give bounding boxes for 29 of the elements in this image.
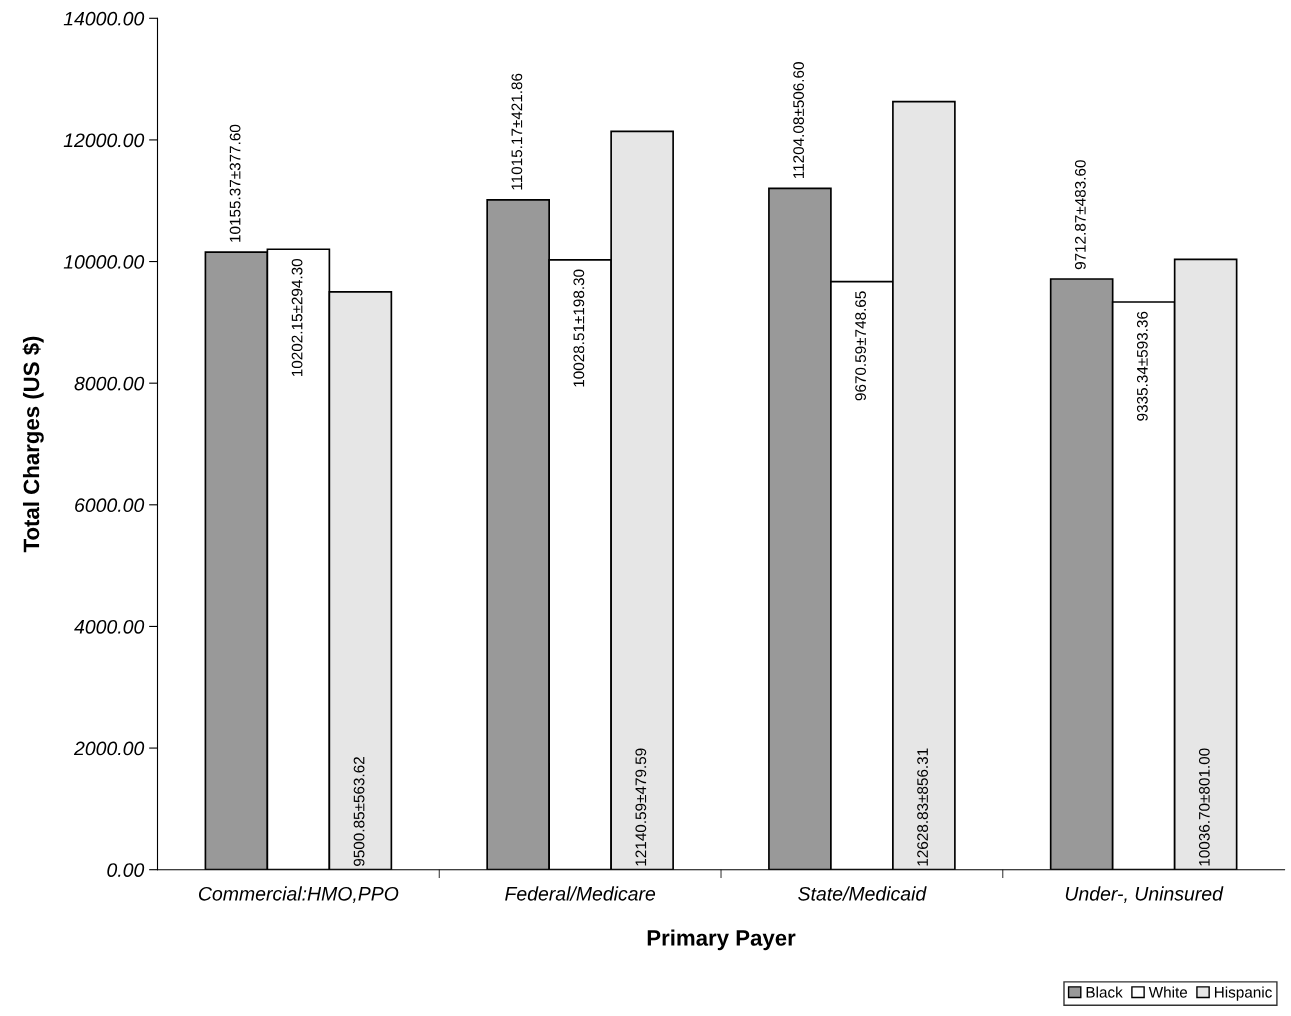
legend-label: White <box>1148 986 1188 998</box>
y-tick-label: 10000.00 <box>63 255 145 269</box>
x-tick-label: Commercial:HMO,PPO <box>198 886 399 903</box>
legend-label: Hispanic <box>1214 986 1272 1001</box>
data-label: 10036.70±801.00 <box>1198 748 1210 866</box>
y-tick-label: 0.00 <box>107 863 145 877</box>
x-tick-label: State/Medicaid <box>798 886 927 901</box>
y-tick-label: 8000.00 <box>74 376 145 391</box>
data-label: 12628.83±856.31 <box>917 748 928 866</box>
y-tick-label: 6000.00 <box>75 498 145 513</box>
data-label: 9500.85±563.62 <box>353 757 365 866</box>
y-tick-label: 14000.00 <box>63 11 145 26</box>
data-label: 10028.51±198.30 <box>573 269 585 387</box>
y-tick-label: 2000.00 <box>73 741 145 756</box>
data-label: 9670.59±748.65 <box>855 291 867 401</box>
data-label: 9712.87±483.60 <box>1074 160 1086 270</box>
x-tick-label: Federal/Medicare <box>505 886 656 901</box>
data-label: 9335.34±593.36 <box>1136 311 1148 421</box>
y-tick-label: 12000.00 <box>63 133 145 148</box>
data-label: 10155.37±377.60 <box>229 124 241 242</box>
y-axis-title: Total Charges (US $) <box>22 336 44 553</box>
data-label: 11204.08±506.60 <box>793 62 805 179</box>
x-tick-label: Under-, Uninsured <box>1065 886 1224 903</box>
legend-label: Black <box>1086 986 1123 998</box>
data-label: 12140.59±479.59 <box>635 748 647 866</box>
data-label: 11015.17±421.86 <box>511 73 523 190</box>
y-tick-label: 4000.00 <box>74 619 145 634</box>
data-label: 10202.15±294.30 <box>291 258 303 377</box>
x-axis-title: Primary Payer <box>647 929 796 951</box>
